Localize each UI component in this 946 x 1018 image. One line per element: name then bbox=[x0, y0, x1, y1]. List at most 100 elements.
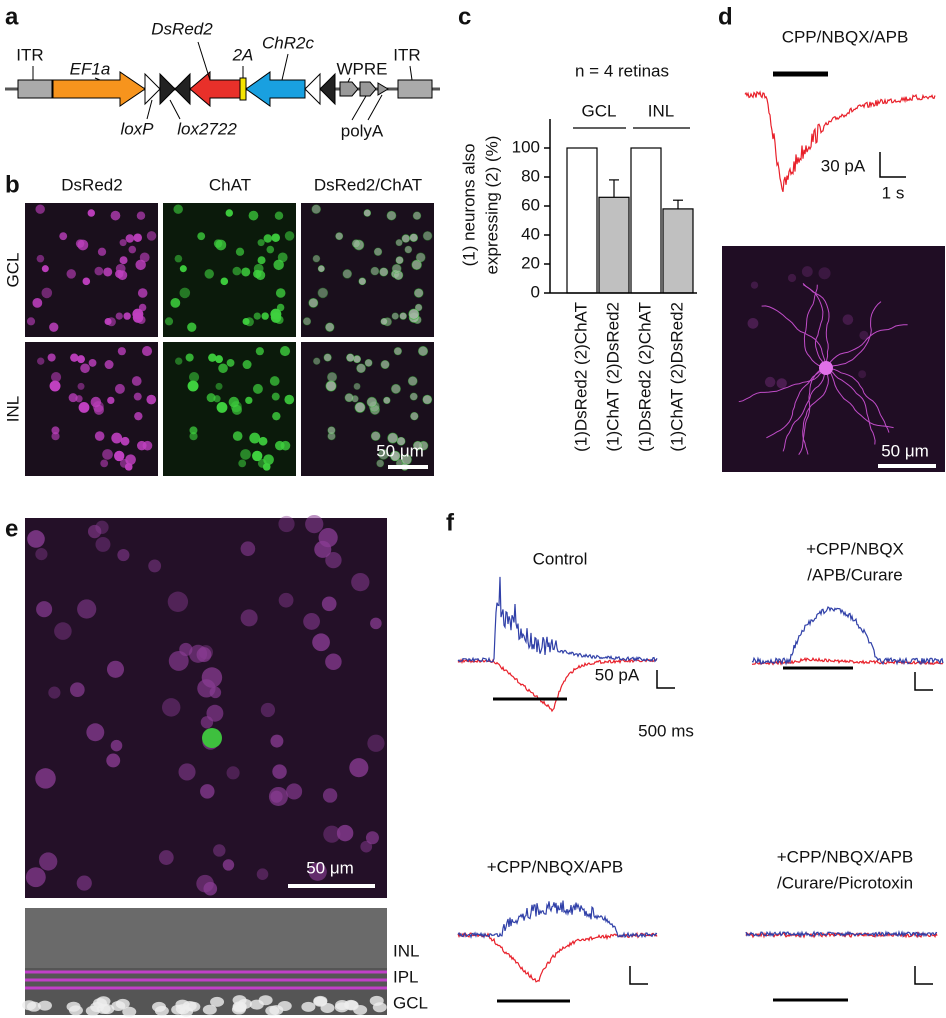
x-tick-label: (1)DsRed2 (2)ChAT bbox=[571, 302, 590, 452]
polya-site bbox=[377, 82, 389, 96]
cell bbox=[280, 346, 291, 357]
cell bbox=[196, 874, 214, 893]
cell bbox=[370, 617, 382, 630]
gcl-cell bbox=[26, 1001, 41, 1012]
cell bbox=[253, 312, 261, 320]
y-tick-label: 100 bbox=[512, 137, 540, 156]
cell bbox=[277, 252, 288, 263]
cell bbox=[367, 734, 385, 752]
cell bbox=[268, 786, 288, 807]
cell bbox=[119, 239, 127, 247]
cell bbox=[50, 371, 62, 383]
label: lox2722 bbox=[177, 119, 237, 138]
cell bbox=[346, 353, 355, 362]
itr-box bbox=[17, 79, 53, 99]
cell bbox=[164, 317, 174, 326]
cell bbox=[68, 393, 78, 403]
label: DsRed2 bbox=[151, 19, 213, 38]
cell bbox=[787, 273, 797, 283]
cell bbox=[76, 875, 92, 891]
cell bbox=[399, 312, 407, 320]
cell bbox=[77, 382, 85, 390]
y-tick-label: 20 bbox=[521, 253, 540, 272]
cell bbox=[35, 548, 48, 561]
cell bbox=[303, 317, 311, 326]
cell bbox=[51, 426, 60, 435]
cell bbox=[87, 209, 96, 217]
cell bbox=[125, 454, 136, 466]
current-trace bbox=[744, 90, 936, 192]
cell bbox=[240, 541, 256, 557]
cell bbox=[386, 210, 397, 221]
line bbox=[347, 77, 351, 83]
gcl-cell bbox=[372, 1002, 387, 1013]
x-tick-label: (1)ChAT (2)DsRed2 bbox=[603, 302, 622, 452]
label: ITR bbox=[393, 45, 420, 64]
y-tick-label: 60 bbox=[521, 195, 540, 214]
cell bbox=[365, 831, 379, 845]
cell bbox=[88, 358, 97, 367]
cell bbox=[370, 267, 379, 275]
panel-label: e bbox=[5, 515, 18, 542]
cell bbox=[414, 303, 423, 312]
cell bbox=[318, 288, 328, 298]
cell bbox=[410, 412, 419, 420]
cell bbox=[335, 232, 343, 240]
cell bbox=[104, 360, 114, 370]
scale-current-label: 30 pA bbox=[821, 156, 866, 175]
cell bbox=[413, 211, 421, 220]
dendrite bbox=[803, 284, 827, 369]
cell bbox=[327, 432, 336, 441]
cell bbox=[110, 210, 121, 221]
cell bbox=[392, 264, 402, 274]
cell bbox=[235, 247, 245, 256]
cell bbox=[189, 426, 198, 435]
cell bbox=[187, 380, 199, 392]
lox2722-site bbox=[319, 72, 336, 106]
cell bbox=[379, 267, 388, 277]
soma bbox=[819, 361, 833, 375]
line bbox=[409, 65, 413, 81]
column-label: DsRed2 bbox=[61, 175, 122, 194]
cell bbox=[51, 432, 60, 441]
cell bbox=[327, 426, 336, 435]
condition-label: /Curare/Picrotoxin bbox=[777, 873, 913, 892]
cell bbox=[376, 459, 385, 468]
line bbox=[169, 99, 181, 120]
cell bbox=[117, 548, 130, 562]
cell bbox=[213, 844, 226, 857]
layer-label: INL bbox=[393, 941, 419, 960]
scale-bar-label: 50 μm bbox=[306, 858, 354, 877]
cell bbox=[188, 371, 200, 383]
cell bbox=[415, 252, 426, 263]
cell bbox=[391, 384, 401, 394]
scale-bar bbox=[879, 152, 906, 178]
cell bbox=[351, 572, 370, 592]
lox2722-site bbox=[174, 72, 191, 106]
cell bbox=[54, 622, 72, 640]
cells bbox=[747, 266, 869, 389]
cell bbox=[276, 303, 285, 312]
cell bbox=[189, 432, 198, 441]
cell bbox=[100, 459, 109, 468]
panel-label: c bbox=[458, 3, 471, 30]
cell bbox=[200, 716, 214, 729]
gcl-cell bbox=[232, 995, 247, 1006]
cell bbox=[36, 601, 53, 618]
cell bbox=[200, 784, 215, 799]
cell bbox=[36, 254, 45, 263]
gfp-cell bbox=[202, 728, 222, 748]
condition-label: +CPP/NBQX bbox=[806, 539, 904, 558]
cell bbox=[370, 405, 380, 415]
gcl-cell bbox=[85, 1005, 100, 1016]
cell bbox=[311, 204, 321, 214]
wpre-arrow bbox=[339, 81, 359, 97]
gcl-cell bbox=[258, 995, 273, 1006]
dendrite bbox=[825, 367, 876, 445]
cell bbox=[228, 396, 240, 408]
cell bbox=[274, 211, 284, 220]
cell bbox=[407, 376, 418, 386]
cell bbox=[365, 359, 373, 367]
cell bbox=[226, 358, 235, 367]
